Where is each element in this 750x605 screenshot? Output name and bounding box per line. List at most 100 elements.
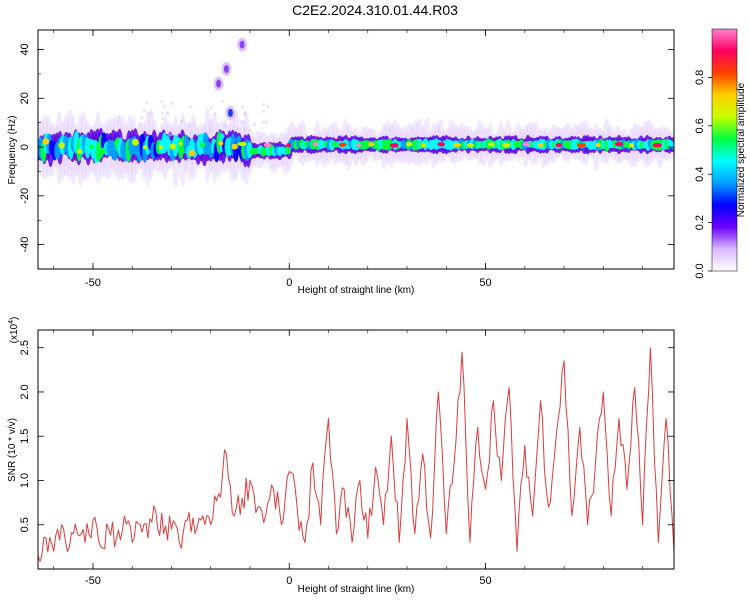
y-tick-label: 2.0 — [19, 384, 31, 399]
heat-peak — [437, 142, 446, 147]
snr-x-ticks: -50 0 50 — [53, 330, 643, 587]
snr-multiplier-exponent: 4 — [8, 320, 15, 324]
heat-speckle — [266, 105, 270, 109]
heat-peak — [466, 143, 475, 148]
heat-speckle — [162, 105, 166, 109]
heat-core — [669, 141, 674, 149]
heat-speckle — [209, 130, 213, 134]
heat-speckle — [252, 122, 256, 126]
heat-peak — [77, 148, 83, 154]
heat-peak — [99, 147, 106, 154]
heat-peak — [188, 149, 196, 157]
heat-speckle — [209, 106, 213, 110]
snr-y-multiplier: (x104) — [8, 317, 20, 344]
spectrogram-x-ticks: -50 0 50 — [53, 30, 643, 289]
heat-peak — [338, 142, 347, 147]
heat-peak — [628, 142, 635, 148]
heat-speckle — [241, 120, 245, 124]
spectrogram-y-ticks: -40 -20 0 20 40 — [19, 43, 674, 270]
heat-feature — [227, 108, 233, 117]
heat-speckle — [142, 109, 146, 113]
spectrogram-band — [38, 37, 674, 189]
heat-speckle — [261, 120, 265, 124]
spectrogram-frame — [37, 29, 675, 270]
snr-multiplier-base: (x10 — [9, 323, 20, 343]
heat-peak — [595, 142, 601, 148]
y-tick-label: 1.5 — [19, 429, 31, 444]
heat-speckle — [241, 105, 245, 109]
snr-x-label: Height of straight line (km) — [298, 584, 415, 595]
heat-peak — [218, 140, 224, 146]
x-tick-label: 50 — [479, 277, 491, 289]
x-tick-label: 0 — [286, 277, 292, 289]
heat-speckle — [235, 127, 239, 131]
heat-peak — [356, 142, 361, 148]
heat-peak — [286, 142, 292, 148]
heat-speckle — [145, 101, 149, 105]
spectrogram-x-label: Height of straight line (km) — [298, 285, 415, 296]
heat-speckle — [165, 111, 169, 115]
snr-y-label: SNR (10 * v/v) — [7, 418, 18, 482]
heat-peak — [368, 142, 375, 147]
heat-peak — [178, 141, 183, 146]
heat-speckle — [243, 111, 247, 115]
heat-feature — [239, 40, 245, 49]
heat-peak — [453, 142, 462, 148]
heat-speckle — [262, 102, 266, 106]
heat-speckle — [264, 120, 268, 124]
heat-peak — [142, 145, 148, 150]
y-tick-label: -40 — [19, 237, 31, 253]
heat-speckle — [117, 115, 121, 119]
heat-speckle — [188, 124, 192, 128]
heat-speckle — [167, 130, 171, 134]
heat-speckle — [213, 112, 217, 116]
colorbar-tick-label: 0.8 — [694, 70, 706, 85]
x-tick-label: 0 — [286, 575, 292, 587]
heat-peak — [538, 142, 544, 148]
y-tick-label: 40 — [19, 43, 31, 55]
x-tick-label: -50 — [85, 277, 101, 289]
spectrogram-panel: -50 0 50 -40 -20 0 20 40 Height of straight li… — [7, 29, 675, 296]
heat-speckle — [192, 123, 196, 127]
heat-peak — [158, 144, 164, 150]
heat-speckle — [117, 119, 121, 123]
heat-peak — [420, 142, 427, 148]
heat-peak — [313, 141, 319, 147]
snr-line — [37, 347, 675, 562]
snr-multiplier-close: ) — [9, 317, 20, 320]
heat-peak — [199, 142, 206, 148]
heat-feature — [216, 79, 222, 88]
heat-speckle — [189, 105, 193, 109]
snr-y-ticks: 0.5 1.0 1.5 2.0 2.5 — [19, 340, 674, 532]
x-tick-label: -50 — [85, 575, 101, 587]
y-tick-label: 20 — [19, 92, 31, 104]
heat-peak — [576, 143, 587, 148]
heat-speckle — [168, 133, 172, 137]
heat-speckle — [223, 124, 227, 128]
snr-plot-area — [38, 330, 674, 569]
x-tick-label: 50 — [479, 575, 491, 587]
colorbar-tick-label: 0.2 — [694, 215, 706, 230]
y-tick-label: 1.0 — [19, 473, 31, 488]
heat-peak — [522, 142, 531, 147]
heat-peak — [263, 142, 272, 148]
heat-speckle — [170, 101, 174, 105]
heat-speckle — [160, 100, 164, 104]
heat-peak — [614, 141, 624, 147]
heat-peak — [488, 142, 495, 147]
colorbar-tick-label: 0.6 — [694, 118, 706, 133]
heat-speckle — [161, 111, 165, 115]
heat-peak — [113, 140, 119, 145]
heat-peak — [405, 141, 413, 147]
heat-peak — [652, 142, 662, 148]
heat-speckle — [221, 99, 225, 103]
colorbar-tick-label: 0.0 — [694, 263, 706, 278]
heat-peak — [58, 142, 65, 149]
heat-peak — [131, 138, 139, 146]
colorbar-label: Normalized spectral amplitude — [736, 82, 747, 217]
heat-speckle — [139, 123, 143, 127]
heat-peak — [89, 144, 94, 150]
heat-speckle — [243, 127, 247, 131]
colorbar-tick-label: 0.4 — [694, 167, 706, 182]
